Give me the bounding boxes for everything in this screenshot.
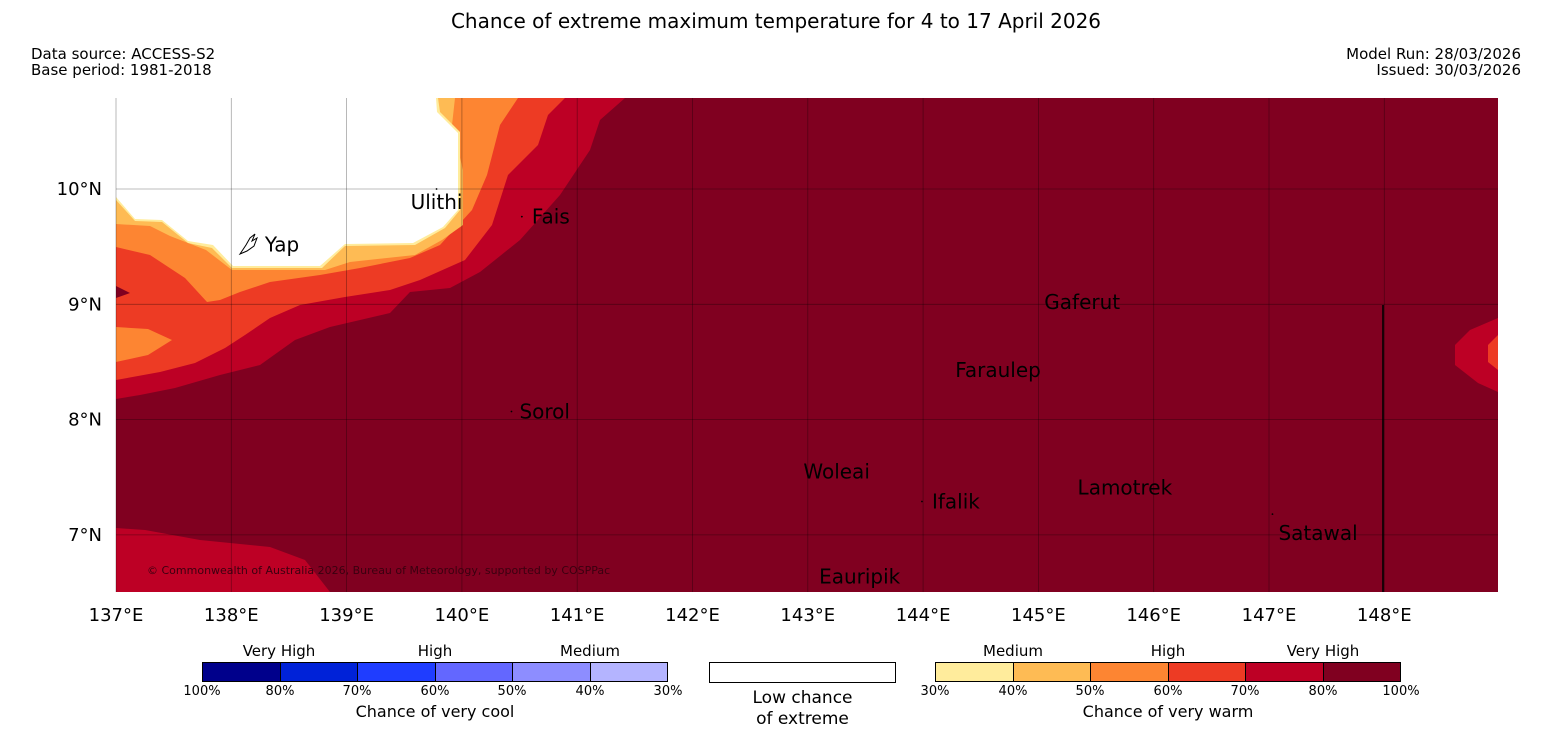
warm-category-very-high: Very High: [1286, 642, 1360, 660]
longitude-ticks: 137°E 138°E 139°E 140°E 141°E 142°E 143°E 144°E…: [89, 605, 1412, 626]
island-marker: [510, 410, 513, 413]
warm-tick: 50%: [1075, 684, 1105, 699]
longitude-label: 138°E: [204, 605, 259, 626]
cool-tick: 80%: [265, 684, 295, 699]
cool-legend-title: Chance of very cool: [355, 702, 515, 721]
warm-cell-3: [1090, 663, 1168, 681]
warm-cell-4: [1167, 663, 1245, 681]
cool-tick: 100%: [183, 684, 221, 699]
copyright-text: © Commonwealth of Australia 2026, Bureau…: [147, 564, 610, 577]
warm-colorbar: [935, 662, 1401, 682]
latitude-label: 7°N: [68, 525, 102, 546]
model-run: Model Run: 28/03/2026: [1346, 45, 1521, 63]
longitude-label: 145°E: [1011, 605, 1066, 626]
place-label: Gaferut: [1044, 290, 1120, 314]
island-marker: [520, 215, 523, 218]
cool-category-medium: Medium: [560, 642, 620, 660]
warm-tick: 70%: [1230, 684, 1260, 699]
warm-legend-title: Chance of very warm: [1082, 702, 1254, 721]
longitude-label: 143°E: [780, 605, 835, 626]
place-label: Fais: [532, 205, 570, 229]
cool-colorbar: [202, 662, 668, 682]
cool-category-very-high: Very High: [242, 642, 316, 660]
longitude-label: 141°E: [550, 605, 605, 626]
probability-field: [116, 98, 1498, 592]
warm-tick: 80%: [1308, 684, 1338, 699]
place-label: Ifalik: [932, 489, 980, 513]
cool-tick: 70%: [342, 684, 372, 699]
place-label: Woleai: [803, 459, 870, 483]
low-chance-label: Low chance of extreme: [709, 688, 896, 730]
longitude-label: 142°E: [665, 605, 720, 626]
cool-cell-6: [589, 663, 667, 681]
place-label: Satawal: [1278, 521, 1357, 545]
cool-tick: 60%: [420, 684, 450, 699]
latitude-label: 9°N: [68, 294, 102, 315]
cool-cell-5: [512, 663, 590, 681]
island-markers: [435, 188, 1274, 516]
map-title: Chance of extreme maximum temperature fo…: [450, 9, 1102, 33]
band-patch-east: [1455, 318, 1498, 392]
band-patch-west-orange: [116, 327, 172, 362]
warm-tick: 40%: [998, 684, 1028, 699]
longitude-label: 146°E: [1126, 605, 1181, 626]
cool-cell-1: [203, 663, 280, 681]
place-labels: Ulithi Fais Yap Gaferut Faraulep Sorol Woleai I…: [264, 190, 1358, 588]
longitude-label: 144°E: [896, 605, 951, 626]
band-patch-west: [116, 286, 130, 298]
place-label: Sorol: [519, 400, 570, 424]
island-marker: [1271, 513, 1274, 516]
warm-tick: 30%: [920, 684, 950, 699]
warm-cell-2: [1012, 663, 1090, 681]
cool-cell-4: [434, 663, 512, 681]
place-label: Lamotrek: [1078, 476, 1173, 500]
cool-tick: 50%: [497, 684, 527, 699]
band-patch-east-inner: [1488, 335, 1498, 370]
band-patch-south: [116, 528, 330, 592]
low-chance-swatch: [709, 662, 896, 683]
latitude-label: 8°N: [68, 410, 102, 431]
cool-tick: 40%: [575, 684, 605, 699]
data-info: Data source: ACCESS-S2 Base period: 1981…: [31, 46, 215, 78]
cool-cell-3: [357, 663, 435, 681]
graticule: [115, 98, 1498, 592]
longitude-label: 140°E: [435, 605, 490, 626]
cool-tick: 30%: [653, 684, 683, 699]
latitude-label: 10°N: [57, 179, 102, 200]
warm-category-medium: Medium: [983, 642, 1043, 660]
warm-cell-1: [936, 663, 1013, 681]
longitude-label: 147°E: [1242, 605, 1297, 626]
place-label: Yap: [264, 232, 299, 256]
warm-cell-5: [1245, 663, 1323, 681]
island-marker: [435, 188, 438, 190]
longitude-label: 148°E: [1357, 605, 1412, 626]
place-label: Eauripik: [819, 564, 901, 588]
low-chance-line-1: Low chance: [752, 688, 853, 708]
warm-cell-6: [1322, 663, 1400, 681]
latitude-ticks: 10°N 9°N 8°N 7°N: [57, 179, 102, 546]
run-info: Model Run: 28/03/2026 Issued: 30/03/2026: [1346, 46, 1521, 78]
longitude-label: 137°E: [89, 605, 144, 626]
warm-category-high: High: [1150, 642, 1186, 660]
longitude-label: 139°E: [319, 605, 374, 626]
cool-category-high: High: [417, 642, 453, 660]
place-label: Faraulep: [955, 358, 1041, 382]
warm-tick: 60%: [1153, 684, 1183, 699]
low-chance-line-2: of extreme: [756, 709, 849, 729]
cool-cell-2: [279, 663, 357, 681]
data-source: Data source: ACCESS-S2: [31, 45, 216, 63]
issued-date: Issued: 30/03/2026: [1376, 61, 1521, 79]
warm-tick: 100%: [1382, 684, 1420, 699]
base-period: Base period: 1981-2018: [31, 61, 212, 79]
band-low-chance: [116, 98, 458, 266]
place-label: Ulithi: [411, 190, 463, 214]
island-marker: [921, 500, 923, 503]
yap-island-outline: [238, 233, 258, 256]
